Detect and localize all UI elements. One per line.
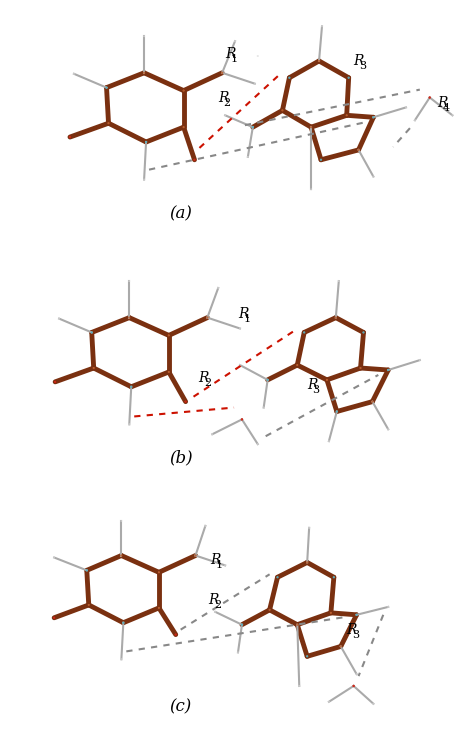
Circle shape [185,401,186,402]
Circle shape [207,317,208,318]
Text: 2: 2 [224,98,231,108]
Circle shape [358,149,359,150]
Circle shape [168,335,169,336]
Circle shape [282,110,283,111]
Text: R: R [218,92,229,105]
Text: (a): (a) [169,205,192,222]
Circle shape [360,368,361,369]
Text: (c): (c) [170,699,192,716]
Circle shape [340,646,341,647]
Circle shape [372,401,373,402]
Text: 3: 3 [313,385,320,394]
Circle shape [241,419,242,420]
Circle shape [356,614,357,615]
Text: R: R [438,96,448,110]
Text: R: R [199,371,209,385]
Circle shape [297,365,298,366]
Circle shape [106,87,107,88]
Text: 3: 3 [352,630,359,639]
Circle shape [194,159,195,161]
Text: 4: 4 [443,104,450,113]
Circle shape [168,371,169,372]
Circle shape [195,555,196,556]
Text: 1: 1 [230,54,237,64]
Circle shape [277,577,278,578]
Circle shape [373,117,374,118]
Text: 3: 3 [359,61,366,71]
Circle shape [93,368,94,369]
Text: 1: 1 [216,560,223,571]
Text: 1: 1 [244,314,251,323]
Circle shape [363,332,364,333]
Circle shape [121,555,122,556]
Text: R: R [209,593,219,607]
Circle shape [388,369,389,371]
Text: R: R [238,306,248,320]
Text: 2: 2 [214,600,221,610]
Text: R: R [307,377,318,391]
Circle shape [353,685,354,687]
Circle shape [307,562,308,563]
Text: 2: 2 [204,378,211,388]
Circle shape [129,317,130,318]
Circle shape [54,617,55,618]
Circle shape [429,97,430,98]
Circle shape [333,577,334,578]
Text: R: R [225,47,236,61]
Text: R: R [210,554,221,568]
Circle shape [86,570,87,571]
Circle shape [304,332,305,333]
Circle shape [131,386,132,387]
Circle shape [320,159,321,160]
Circle shape [175,634,176,635]
Circle shape [108,123,109,124]
Circle shape [158,572,159,573]
Text: (b): (b) [169,450,192,467]
Circle shape [91,332,92,333]
Text: R: R [346,622,357,636]
Circle shape [183,90,184,91]
Circle shape [123,622,124,623]
Circle shape [70,137,71,138]
Text: R: R [354,54,364,68]
